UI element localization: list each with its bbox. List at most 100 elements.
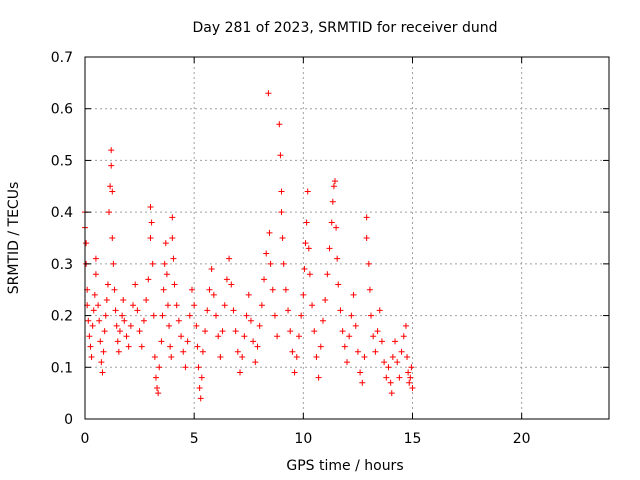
x-tick-label: 5 xyxy=(190,431,199,447)
data-point xyxy=(368,312,375,319)
data-point xyxy=(132,281,139,288)
data-point xyxy=(223,276,230,283)
x-tick-label: 20 xyxy=(513,431,531,447)
data-point xyxy=(155,390,162,397)
y-tick-label: 0.5 xyxy=(51,153,73,169)
data-point xyxy=(274,333,281,340)
data-point xyxy=(230,307,237,314)
data-point xyxy=(85,317,92,324)
data-point xyxy=(171,281,178,288)
data-point xyxy=(247,317,254,324)
data-point xyxy=(102,312,109,319)
data-point xyxy=(115,348,122,355)
data-point xyxy=(116,328,123,335)
data-point xyxy=(335,281,342,288)
data-point xyxy=(106,209,113,216)
data-point xyxy=(266,229,273,236)
data-point xyxy=(119,312,126,319)
data-point xyxy=(363,214,370,221)
data-point xyxy=(302,240,309,247)
data-point xyxy=(289,348,296,355)
data-point xyxy=(138,343,145,350)
data-point xyxy=(210,291,217,298)
data-point xyxy=(313,353,320,360)
data-point xyxy=(408,364,415,371)
data-point xyxy=(245,291,252,298)
data-point xyxy=(178,333,185,340)
data-point xyxy=(303,219,310,226)
data-point xyxy=(344,359,350,366)
data-point xyxy=(405,369,412,376)
data-point xyxy=(350,291,357,298)
data-point xyxy=(385,364,392,371)
data-point xyxy=(228,281,235,288)
data-point xyxy=(154,384,161,391)
data-point xyxy=(298,312,305,319)
data-point xyxy=(199,348,206,355)
data-point xyxy=(145,276,152,283)
data-point xyxy=(149,260,156,267)
data-point xyxy=(226,255,233,262)
data-point xyxy=(123,333,130,340)
x-axis-label: GPS time / hours xyxy=(286,458,403,474)
data-point xyxy=(170,255,177,262)
data-point xyxy=(163,271,170,278)
data-point xyxy=(328,219,335,226)
data-point xyxy=(280,260,287,267)
data-point xyxy=(208,266,215,273)
data-point xyxy=(378,338,385,345)
data-point xyxy=(333,224,340,231)
data-point xyxy=(301,266,308,273)
data-point xyxy=(234,348,241,355)
data-point xyxy=(359,379,366,386)
data-point xyxy=(329,198,336,205)
axis-ticks xyxy=(84,56,609,420)
plot-frame xyxy=(84,56,610,420)
data-point xyxy=(392,338,399,345)
data-point xyxy=(287,328,294,335)
data-point xyxy=(311,328,318,335)
data-point xyxy=(88,353,95,360)
data-point xyxy=(99,369,106,376)
data-point xyxy=(221,302,228,309)
y-tick-label: 0.4 xyxy=(51,205,73,221)
data-point xyxy=(110,260,117,267)
data-point xyxy=(134,307,141,314)
data-point xyxy=(86,333,93,340)
data-point xyxy=(109,188,116,195)
data-point xyxy=(282,286,289,293)
data-point xyxy=(213,312,219,319)
data-point xyxy=(188,286,195,293)
data-point xyxy=(100,348,107,355)
data-point xyxy=(254,343,261,350)
data-point xyxy=(365,260,372,267)
data-point xyxy=(265,90,272,97)
data-point xyxy=(295,333,302,340)
data-point xyxy=(252,359,259,366)
tick-labels: 0 0.1 0.2 0.3 0.4 0.5 0.6 0.7 0 5 10 15 20 xyxy=(51,50,531,447)
data-point xyxy=(381,359,388,366)
data-point xyxy=(402,322,409,329)
data-point xyxy=(387,379,394,386)
data-point xyxy=(243,312,250,319)
data-point xyxy=(330,183,337,190)
y-axis-label: SRMTID / TECUs xyxy=(6,182,22,295)
data-point xyxy=(331,178,338,185)
data-point xyxy=(383,374,390,381)
data-point xyxy=(258,302,265,309)
data-point xyxy=(151,353,158,360)
data-point xyxy=(278,209,285,216)
data-point xyxy=(346,333,353,340)
data-point xyxy=(406,379,413,386)
y-tick-label: 0.7 xyxy=(51,50,73,66)
data-point xyxy=(279,235,286,241)
data-point xyxy=(147,235,154,241)
data-points xyxy=(82,90,416,402)
data-point xyxy=(195,364,202,371)
data-point xyxy=(276,121,283,128)
data-point xyxy=(389,353,396,360)
data-point xyxy=(366,286,373,293)
data-point xyxy=(339,328,346,335)
data-point xyxy=(305,245,312,252)
x-tick-label: 15 xyxy=(404,431,422,447)
